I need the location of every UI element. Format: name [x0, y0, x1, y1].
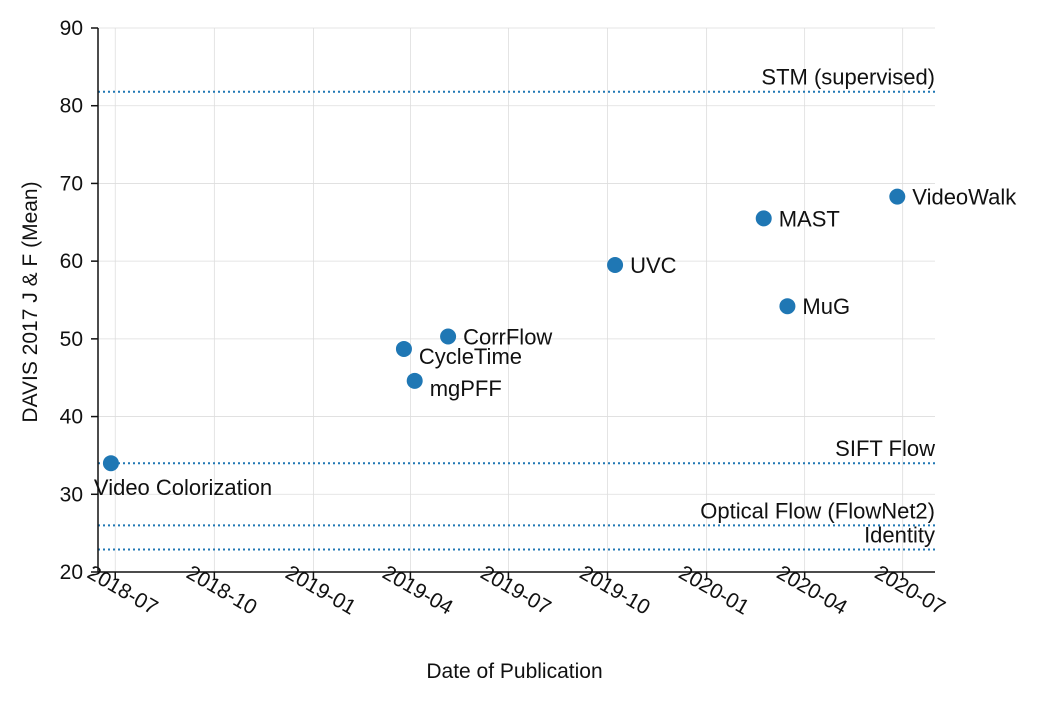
x-tick-label: 2018-10 [182, 561, 260, 619]
point-labels: Video Colorization CycleTime mgPFF CorrFlow… [94, 185, 1017, 501]
y-tick-label: 60 [60, 250, 83, 273]
reference-line-label: STM (supervised) [761, 65, 935, 90]
data-point-label: mgPFF [430, 376, 502, 401]
y-tick-label: 80 [60, 95, 83, 118]
data-point-label: MAST [779, 206, 840, 231]
y-axis-title: DAVIS 2017 J & F (Mean) [19, 181, 42, 422]
x-tick-label: 2020-04 [773, 561, 852, 620]
x-tick-label: 2019-07 [477, 561, 555, 619]
y-tick-label: 90 [60, 17, 83, 40]
data-point-label: CycleTime [419, 344, 522, 369]
grid [98, 27, 935, 573]
x-tick-label: 2019-04 [379, 561, 458, 620]
x-tick-label: 2018-07 [83, 561, 161, 619]
y-tick-label: 40 [60, 406, 83, 429]
data-point-label: VideoWalk [912, 185, 1017, 210]
data-point [406, 372, 423, 389]
y-tick-label: 30 [60, 483, 83, 506]
y-tick-label: 70 [60, 172, 83, 195]
data-point [440, 328, 457, 345]
x-tick-label: 2020-01 [675, 561, 753, 619]
data-point-label: CorrFlow [463, 325, 552, 350]
data-point-label: Video Colorization [94, 475, 272, 500]
reference-line-label: Optical Flow (FlowNet2) [700, 498, 935, 523]
reference-lines: STM (supervised) SIFT Flow Optical Flow (F… [98, 65, 935, 551]
data-point-label: UVC [630, 253, 677, 278]
reference-line-label: SIFT Flow [835, 436, 935, 461]
data-point [755, 210, 772, 227]
reference-line-label: Identity [864, 522, 935, 547]
data-point [889, 188, 906, 205]
x-tick-label: 2019-10 [576, 561, 654, 619]
data-point [607, 257, 624, 274]
data-point [779, 298, 796, 315]
x-tick-label: 2019-01 [282, 561, 360, 619]
data-point [395, 340, 412, 357]
data-point [102, 455, 119, 472]
y-tick-label: 50 [60, 328, 83, 351]
data-point-label: MuG [802, 294, 850, 319]
data-points [102, 188, 906, 472]
x-axis-title: Date of Publication [426, 660, 602, 683]
x-tick-label: 2020-07 [871, 561, 949, 619]
y-tick-label: 20 [60, 561, 83, 584]
